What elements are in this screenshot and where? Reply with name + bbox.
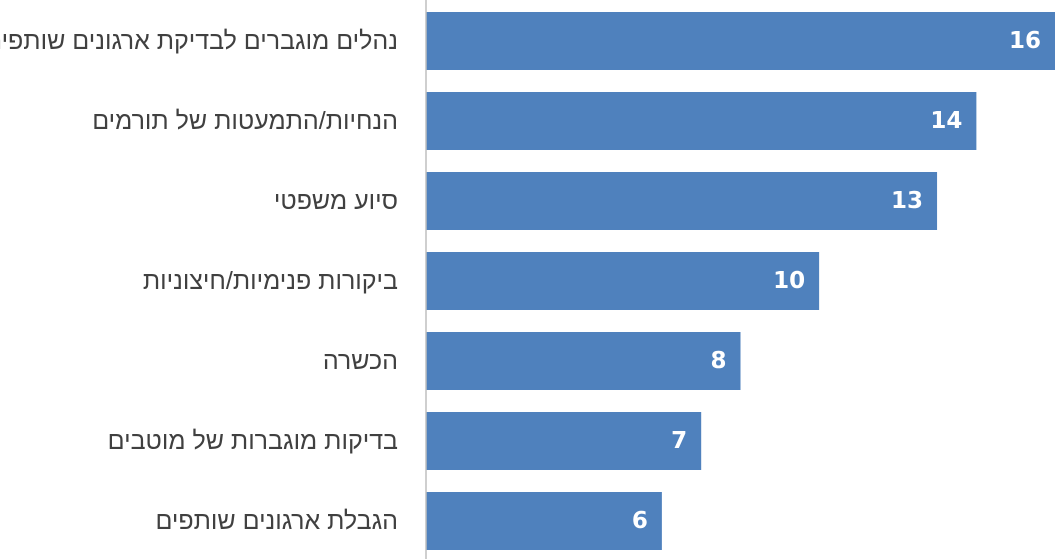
bar <box>426 12 1055 70</box>
data-label: 7 <box>671 428 687 454</box>
category-label: הכשרה <box>323 347 398 375</box>
data-labels: 16 14 13 10 8 7 6 <box>632 28 1041 534</box>
data-label: 14 <box>930 108 962 134</box>
category-label: הנחיות/התמעטות של תורמים <box>92 107 398 135</box>
bars-group <box>426 12 1055 550</box>
data-label: 13 <box>891 188 923 214</box>
category-labels: נהלים מוגברים לבדיקת ארגונים שותפים הנחיו… <box>0 27 398 535</box>
bar <box>426 172 938 230</box>
category-label: הגבלת ארגונים שותפים <box>155 507 398 535</box>
bar <box>426 412 702 470</box>
category-label: בדיקות מוגברות של מוטבים <box>108 427 398 455</box>
bar <box>426 92 977 150</box>
bar <box>426 252 820 310</box>
category-label: ביקורות פנימיות/חיצוניות <box>143 267 398 295</box>
category-label: סיוע משפטי <box>274 187 398 215</box>
bar <box>426 492 662 550</box>
data-label: 8 <box>710 348 726 374</box>
data-label: 10 <box>773 268 805 294</box>
category-label: נהלים מוגברים לבדיקת ארגונים שותפים <box>0 27 398 55</box>
bar <box>426 332 741 390</box>
data-label: 6 <box>632 508 648 534</box>
data-label: 16 <box>1009 28 1041 54</box>
